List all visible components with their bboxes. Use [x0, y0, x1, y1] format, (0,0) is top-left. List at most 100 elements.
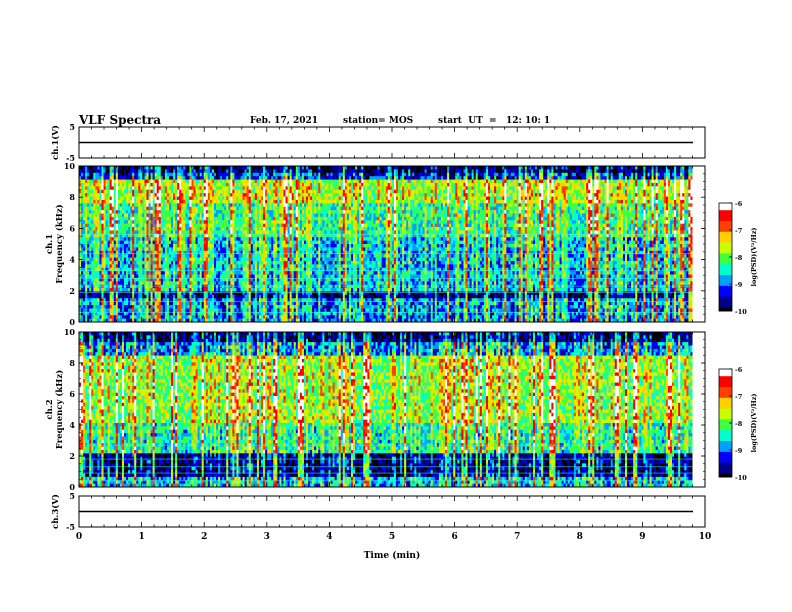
colorbar-swatch: [719, 255, 732, 258]
colorbar-swatch: [719, 260, 732, 263]
x-tick-label: 1: [138, 532, 144, 542]
colorbar-swatch: [719, 215, 732, 218]
y-tick-label: 8: [69, 192, 75, 202]
colorbar-swatch: [719, 415, 732, 419]
colorbar-swatch: [719, 280, 732, 283]
colorbar-swatch: [719, 396, 732, 399]
colorbar-swatch: [719, 309, 732, 312]
y-tick-label: 5: [69, 122, 75, 132]
colorbar-swatch: [719, 282, 732, 285]
colorbar-swatch: [719, 296, 732, 299]
x-axis-label: Time (min): [364, 550, 421, 561]
colorbar-swatch: [719, 464, 732, 467]
colorbar-swatch: [719, 457, 732, 460]
colorbar-swatch: [719, 235, 732, 238]
no-data-area: [692, 166, 705, 322]
colorbar-swatch: [719, 307, 732, 310]
y-tick-label: 8: [69, 358, 75, 368]
colorbar-swatch: [719, 446, 732, 449]
colorbar-swatch: [719, 387, 732, 390]
colorbar-swatch: [719, 248, 732, 251]
colorbar-swatch: [719, 275, 732, 278]
colorbar-swatch: [719, 287, 732, 290]
colorbar-swatch: [719, 444, 732, 447]
y-axis-label: ch.3(V): [50, 494, 61, 529]
colorbar-swatch: [719, 414, 732, 417]
colorbar-swatch: [719, 423, 732, 426]
colorbar-swatch: [719, 285, 732, 289]
colorbar-swatch: [719, 388, 732, 392]
colorbar-swatch: [719, 264, 732, 267]
colorbar-swatch: [719, 383, 732, 386]
colorbar-swatch: [719, 305, 732, 308]
y-axis-label: ch.1(V): [50, 125, 61, 160]
colorbar-swatch: [719, 397, 732, 401]
y-tick-label: 0: [69, 482, 75, 492]
colorbar-swatch: [719, 289, 732, 292]
x-tick-label: 0: [76, 532, 82, 542]
colorbar-swatch: [719, 302, 732, 305]
colorbar-swatch: [719, 230, 732, 233]
colorbar-swatch: [719, 410, 732, 413]
start-time-label: start UT = 12: 10: 1: [438, 116, 550, 126]
y-tick-label: 2: [69, 286, 75, 296]
y-tick-label: 6: [69, 389, 75, 399]
colorbar-swatch: [719, 208, 732, 211]
colorbar-swatch: [719, 468, 732, 471]
colorbar-swatch: [719, 473, 732, 476]
colorbar-tick-label: -6: [735, 200, 743, 208]
colorbar-swatch: [719, 284, 732, 287]
colorbar-swatch: [719, 231, 732, 235]
y-axis-label: Frequency (kHz): [54, 204, 65, 283]
no-data-area: [692, 332, 705, 487]
colorbar-tick-label: -6: [735, 366, 743, 374]
colorbar-swatch: [719, 460, 732, 464]
colorbar-swatch: [719, 224, 732, 227]
colorbar-swatch: [719, 428, 732, 431]
colorbar-swatch: [719, 442, 732, 446]
colorbar-tick-label: -10: [735, 474, 747, 482]
colorbar-label: log(PSD)(V²/Hz): [750, 228, 758, 287]
colorbar-tick-label: -8: [735, 254, 743, 262]
colorbar-swatch: [719, 300, 732, 303]
colorbar-swatch: [719, 399, 732, 402]
colorbar-swatch: [719, 376, 732, 379]
colorbar-swatch: [719, 421, 732, 424]
colorbar-swatch: [719, 240, 732, 244]
colorbar-swatch: [719, 271, 732, 274]
colorbar-tick-label: -10: [735, 308, 747, 316]
x-tick-label: 7: [514, 532, 520, 542]
colorbar-swatch: [719, 203, 732, 206]
colorbar-swatch: [719, 417, 732, 420]
colorbar-swatch: [719, 257, 732, 260]
colorbar-swatch: [719, 426, 732, 429]
colorbar-tick-label: -7: [735, 393, 742, 401]
colorbar-swatch: [719, 462, 732, 465]
colorbar-swatch: [719, 455, 732, 458]
colorbar-swatch: [719, 433, 732, 437]
x-tick-label: 4: [326, 532, 332, 542]
colorbar-swatch: [719, 408, 732, 411]
colorbar-swatch: [719, 269, 732, 272]
colorbar-swatch: [719, 206, 732, 209]
colorbar-swatch: [719, 412, 732, 415]
colorbar-swatch: [719, 276, 732, 280]
colorbar-swatch: [719, 303, 732, 307]
colorbar-swatch: [719, 217, 732, 220]
colorbar-swatch: [719, 298, 732, 301]
colorbar-swatch: [719, 219, 732, 222]
colorbar-swatch: [719, 394, 732, 397]
colorbar-swatch: [719, 221, 732, 224]
colorbar-swatch: [719, 226, 732, 229]
y-axis-label: ch.1: [45, 234, 55, 254]
colorbar-swatch: [719, 267, 732, 271]
y-axis-label: Frequency (kHz): [54, 370, 65, 449]
colorbar-swatch: [719, 204, 732, 208]
y-tick-label: 10: [64, 161, 76, 171]
colorbar-swatch: [719, 244, 732, 247]
colorbar-swatch: [719, 403, 732, 406]
colorbar-swatch: [719, 424, 732, 428]
colorbar-swatch: [719, 385, 732, 388]
colorbar-swatch: [719, 293, 732, 296]
colorbar-swatch: [719, 378, 732, 381]
